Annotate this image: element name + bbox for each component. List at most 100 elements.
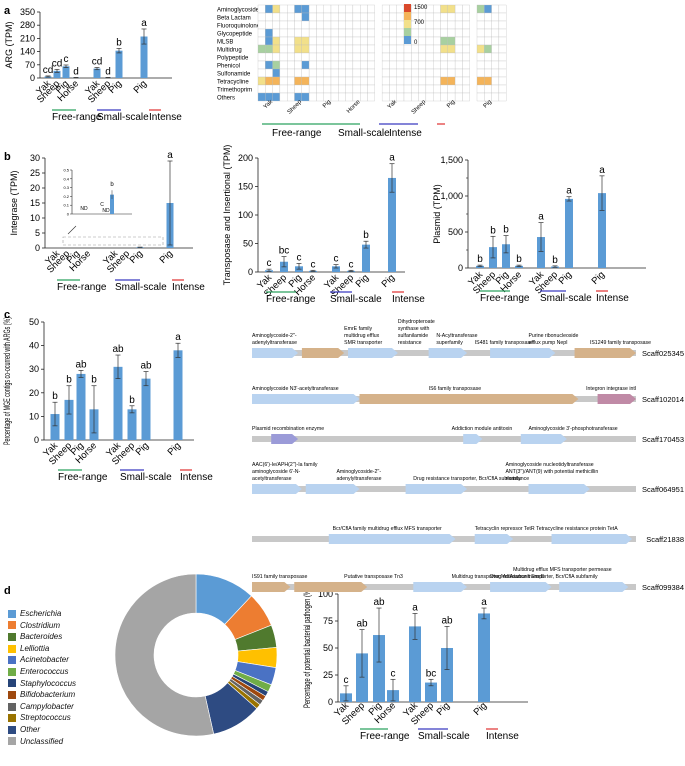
heatmap-cell [324, 13, 331, 21]
heatmap-cell [331, 13, 338, 21]
heatmap-cell [353, 37, 360, 45]
heatmap-cell [309, 21, 316, 29]
y-tick-label: 70 [25, 60, 35, 70]
heatmap-cell [499, 13, 506, 21]
significance-letter: a [412, 602, 418, 613]
inset-tick-label: 0.1 [63, 203, 69, 208]
heatmap-cell [324, 45, 331, 53]
heatmap-cell [462, 77, 469, 85]
heatmap-cell [389, 45, 396, 53]
y-tick-label: 100 [238, 210, 253, 220]
heatmap-cell [389, 5, 396, 13]
heatmap-cell [455, 53, 462, 61]
heatmap-cell [273, 45, 280, 53]
heatmap-cell [492, 45, 499, 53]
gene-arrow [598, 394, 636, 404]
gene-arrow [329, 534, 456, 544]
heatmap-cell [331, 21, 338, 29]
heatmap-cell [287, 77, 294, 85]
gene-label: adenylyltransferase [252, 340, 297, 346]
heatmap-cell [368, 29, 375, 37]
panel-letter-a: a [4, 5, 11, 17]
y-tick-label: 0 [30, 73, 35, 83]
heatmap-cell [258, 45, 265, 53]
heatmap-cell [462, 93, 469, 101]
heatmap-cell [280, 5, 287, 13]
heatmap-cell [346, 29, 353, 37]
heatmap-cell [382, 13, 389, 21]
gene-label: IS6 family transposase [429, 386, 482, 392]
heatmap-cell [360, 69, 367, 77]
heatmap-cell [302, 13, 309, 21]
heatmap-cell [397, 29, 404, 37]
heatmap-cell [382, 77, 389, 85]
heatmap-cell [265, 37, 272, 45]
heatmap-cell [302, 53, 309, 61]
heatmap-cell [455, 45, 462, 53]
heatmap-cell [273, 85, 280, 93]
heatmap-cell [441, 53, 448, 61]
significance-letter: ab [75, 359, 87, 370]
heatmap-cell [448, 13, 455, 21]
heatmap-cell [441, 61, 448, 69]
y-tick-label: 30 [30, 153, 40, 163]
heatmap-cell [389, 61, 396, 69]
significance-letter: a [566, 186, 572, 197]
significance-letter: ab [441, 615, 453, 626]
gene-arrow [490, 348, 555, 358]
heatmap-cell [382, 5, 389, 13]
heatmap-cell [331, 37, 338, 45]
heatmap-cell [338, 45, 345, 53]
group-label: Intense [180, 472, 213, 483]
heatmap-cell [433, 53, 440, 61]
heatmap-cell [360, 29, 367, 37]
gene-label: sulfanilamide [398, 333, 428, 339]
bar [142, 379, 151, 440]
gene-arrow [575, 348, 636, 358]
heatmap-cell [462, 61, 469, 69]
heatmap-cell [346, 77, 353, 85]
heatmap-cell [360, 45, 367, 53]
heatmap-cell [433, 69, 440, 77]
legend-label: Bacteroides [20, 631, 62, 643]
inset-arrow [68, 226, 76, 234]
gene-label: IS1249 family transposase [590, 340, 651, 346]
heatmap-cell [455, 21, 462, 29]
heatmap-cell [419, 45, 426, 53]
heatmap-cell [455, 69, 462, 77]
heatmap-cell [273, 29, 280, 37]
heatmap-cell [382, 93, 389, 101]
heatmap-cell [484, 21, 491, 29]
significance-letter: b [116, 37, 122, 48]
heatmap-cell [280, 45, 287, 53]
gene-arrow [294, 582, 367, 592]
heatmap-row-label: Aminoglycoside [217, 8, 260, 14]
significance-letter: c [311, 259, 316, 270]
gene-label: Addiction module antitoxin [452, 426, 513, 432]
heatmap-cell [426, 53, 433, 61]
group-label: Free-range [57, 282, 107, 293]
gene-label: EmrE family [344, 326, 372, 332]
heatmap-cell [324, 85, 331, 93]
heatmap-cell [346, 21, 353, 29]
heatmap-cell [346, 37, 353, 45]
significance-letter: cd [92, 56, 103, 67]
heatmap-cell [302, 29, 309, 37]
significance-letter: b [490, 225, 496, 236]
heatmap-cell [258, 21, 265, 29]
heatmap-cell [324, 53, 331, 61]
y-tick-label: 5 [35, 228, 40, 238]
heatmap-cell [389, 85, 396, 93]
gene-arrow [271, 434, 298, 444]
gene-arrow [552, 534, 633, 544]
heatmap-cell [419, 37, 426, 45]
gene-arrow [429, 348, 467, 358]
heatmap-cell [360, 5, 367, 13]
heatmap-cell [287, 29, 294, 37]
heatmap-cell [484, 37, 491, 45]
group-label: Free-range [52, 112, 102, 123]
heatmap-cell [419, 69, 426, 77]
category-label: Pig [107, 78, 124, 95]
heatmap-cell [316, 69, 323, 77]
bar [174, 350, 183, 440]
